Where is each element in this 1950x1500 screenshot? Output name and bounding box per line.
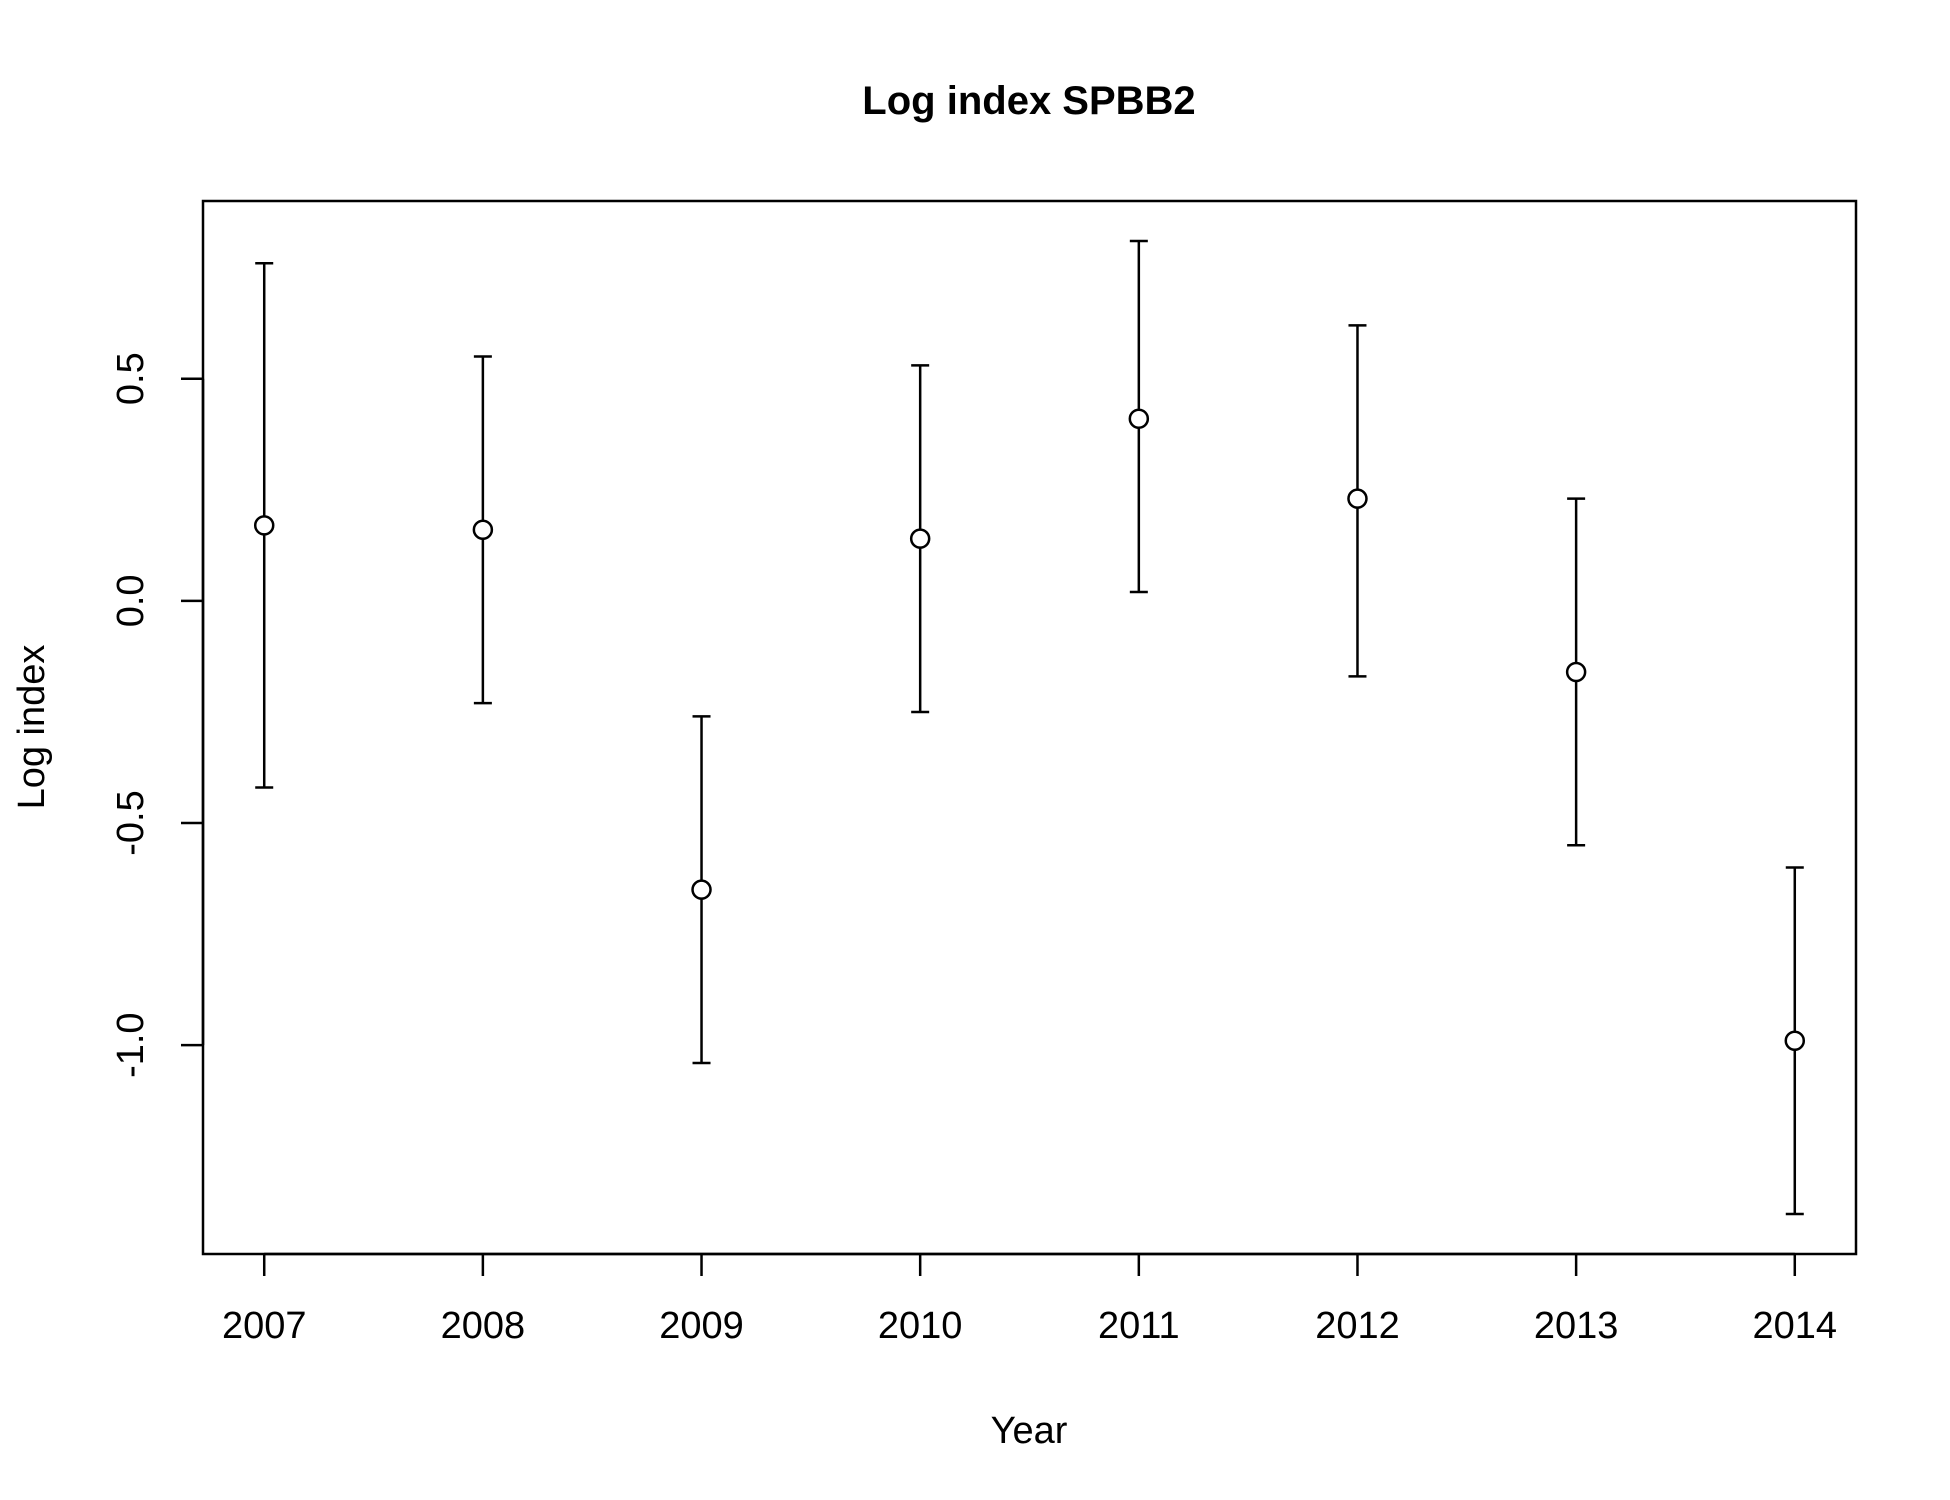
x-tick-label: 2012 — [1315, 1305, 1400, 1347]
x-tick-label: 2008 — [441, 1305, 526, 1347]
x-tick-label: 2010 — [878, 1305, 963, 1347]
data-point — [1565, 661, 1587, 683]
y-axis: -1.0 -0.5 0.0 0.5 — [110, 352, 205, 1078]
x-tick-label: 2014 — [1753, 1305, 1838, 1347]
data-point — [1784, 1030, 1806, 1051]
y-tick-label: -1.0 — [110, 1012, 152, 1077]
data-point — [253, 515, 275, 536]
data-point — [909, 528, 931, 549]
y-tick-label: 0.5 — [110, 352, 152, 405]
chart-title: Log index SPBB2 — [862, 79, 1195, 123]
y-tick-label: 0.0 — [110, 574, 152, 627]
data-point — [1128, 408, 1150, 429]
x-tick-label: 2011 — [1098, 1305, 1180, 1347]
x-tick-label: 2013 — [1534, 1305, 1619, 1347]
data-point — [691, 879, 712, 900]
x-axis: 2007 2008 2009 2010 2011 2012 2013 2014 — [222, 1252, 1838, 1347]
y-axis-label: Log index — [11, 645, 53, 810]
x-axis-label: Year — [991, 1410, 1068, 1452]
y-tick-label: -0.5 — [110, 790, 152, 855]
data-point — [472, 519, 494, 541]
x-tick-label: 2009 — [659, 1305, 744, 1347]
data-points — [253, 408, 1806, 1051]
plot-frame — [201, 199, 1858, 1256]
x-tick-label: 2007 — [222, 1305, 307, 1347]
error-bars — [255, 239, 1804, 1216]
data-point — [1347, 488, 1368, 509]
